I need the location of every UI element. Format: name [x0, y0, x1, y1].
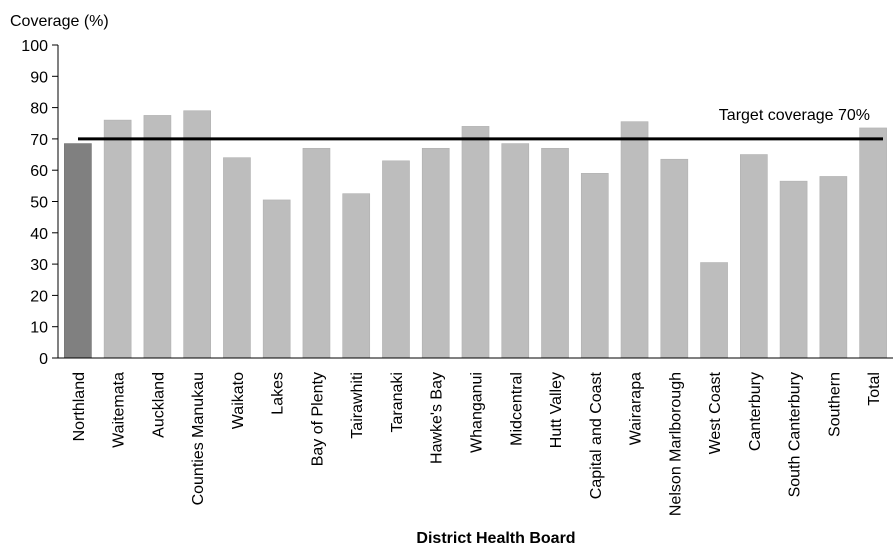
x-category-label: Tairawhiti	[349, 372, 366, 439]
y-tick-label: 60	[30, 163, 48, 180]
x-category-label: Lakes	[270, 372, 287, 415]
bar	[223, 157, 251, 359]
x-category-label: Total	[866, 372, 883, 406]
y-tick-label: 30	[30, 257, 48, 274]
bar	[819, 176, 848, 359]
bars	[64, 110, 887, 359]
x-category-label: Waikato	[230, 372, 247, 429]
bar	[580, 173, 609, 359]
bar	[143, 115, 172, 359]
bar	[740, 154, 768, 359]
bar	[859, 127, 887, 359]
x-category-label: Canterbury	[747, 372, 764, 451]
bar	[183, 110, 211, 359]
y-tick-label: 40	[30, 226, 48, 243]
bar	[64, 143, 92, 359]
bar	[262, 199, 291, 359]
bar	[779, 180, 808, 359]
x-category-label: Southern	[826, 372, 843, 437]
x-axis-category-labels: Northland Waitemata Auckland Counties Manuk…	[71, 371, 883, 516]
bar	[541, 147, 569, 359]
y-tick-label: 80	[30, 101, 48, 118]
bar	[421, 147, 450, 359]
y-tick-label: 10	[30, 320, 48, 337]
x-category-label: Hutt Valley	[548, 372, 565, 448]
x-category-label: Capital and Coast	[588, 371, 605, 499]
bar	[302, 147, 331, 359]
y-tick-label: 20	[30, 288, 48, 305]
x-category-label: Whanganui	[469, 372, 486, 453]
bar	[660, 158, 689, 359]
x-category-label: Nelson Marlborough	[667, 372, 684, 516]
bar	[382, 160, 410, 359]
y-tick-label: 50	[30, 195, 48, 212]
bar	[700, 262, 728, 359]
x-category-label: West Coast	[707, 371, 724, 454]
bar	[620, 121, 649, 359]
x-category-label: Counties Manukau	[190, 372, 207, 505]
x-category-label: Taranaki	[389, 372, 406, 432]
x-category-label: Wairarapa	[628, 372, 645, 445]
target-label: Target coverage 70%	[719, 107, 870, 124]
y-tick-label: 0	[39, 351, 48, 368]
x-category-label: Northland	[71, 372, 88, 441]
y-tick-label: 90	[30, 69, 48, 86]
bar	[342, 193, 371, 359]
bar	[461, 126, 490, 359]
bar	[501, 143, 530, 359]
x-category-label: Bay of Plenty	[309, 372, 326, 466]
y-axis-title: Coverage (%)	[10, 13, 109, 30]
x-category-label: Waitemata	[111, 372, 128, 448]
y-tick-label: 70	[30, 132, 48, 149]
x-category-label: Hawke's Bay	[429, 372, 446, 464]
x-category-label: Midcentral	[508, 372, 525, 446]
x-category-label: Auckland	[150, 372, 167, 438]
bar	[103, 119, 132, 359]
x-axis-title: District Health Board	[416, 530, 575, 547]
y-axis-ticks: 0 10 20 30 40 50 60 70 80 90 100	[21, 38, 58, 368]
x-category-label: South Canterbury	[787, 372, 804, 497]
y-tick-label: 100	[21, 38, 48, 55]
